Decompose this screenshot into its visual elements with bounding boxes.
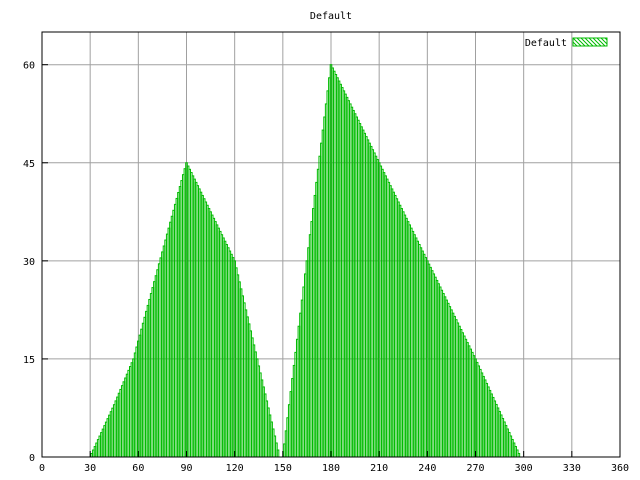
y-tick-label: 45 xyxy=(23,159,35,170)
chart-title: Default xyxy=(310,11,352,22)
legend-hatch-line xyxy=(600,37,608,45)
legend-label: Default xyxy=(525,38,567,49)
x-tick-label: 30 xyxy=(84,463,96,474)
x-tick-label: 60 xyxy=(132,463,144,474)
y-tick-label: 60 xyxy=(23,61,35,72)
legend-hatch-line xyxy=(584,37,594,47)
x-tick-label: 180 xyxy=(322,463,340,474)
axis-ticks: 0 30 60 90 120 150 180 210 240 270 300 330 360 0 15 30 4… xyxy=(23,61,629,474)
legend: Default xyxy=(525,37,608,49)
legend-hatch-line xyxy=(572,37,582,47)
x-tick-label: 150 xyxy=(274,463,292,474)
grid xyxy=(42,32,620,457)
y-tick-label: 30 xyxy=(23,257,35,268)
x-tick-label: 360 xyxy=(611,463,629,474)
x-tick-label: 210 xyxy=(370,463,388,474)
x-tick-label: 240 xyxy=(418,463,436,474)
legend-hatch-line xyxy=(580,37,590,47)
legend-hatch-line xyxy=(572,41,578,47)
y-tick-label: 0 xyxy=(29,453,35,464)
legend-hatch-line xyxy=(592,37,602,47)
legend-hatch-line xyxy=(576,37,586,47)
legend-hatch-line xyxy=(604,37,608,41)
legend-hatch xyxy=(572,37,608,47)
x-tick-label: 120 xyxy=(226,463,244,474)
x-tick-label: 300 xyxy=(515,463,533,474)
x-tick-label: 0 xyxy=(39,463,45,474)
x-tick-label: 330 xyxy=(563,463,581,474)
legend-hatch-line xyxy=(596,37,606,47)
y-tick-label: 15 xyxy=(23,355,35,366)
x-tick-label: 270 xyxy=(466,463,484,474)
legend-hatch-line xyxy=(588,37,598,47)
x-tick-label: 90 xyxy=(180,463,192,474)
